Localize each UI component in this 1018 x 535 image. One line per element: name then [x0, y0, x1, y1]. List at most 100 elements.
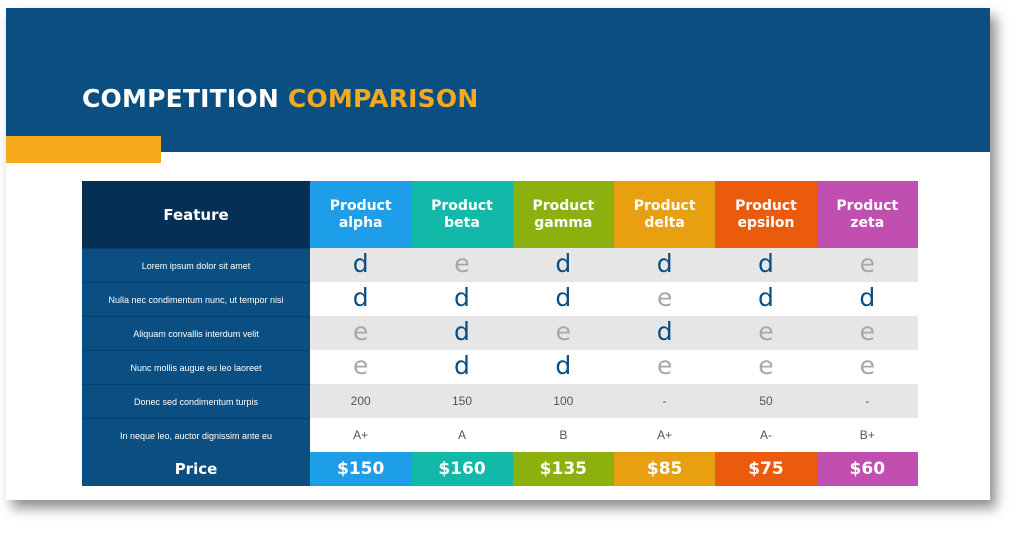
feature-mark: e: [859, 316, 875, 346]
table-cell: d: [512, 350, 614, 384]
table-cell: e: [816, 316, 918, 350]
feature-mark: d: [352, 282, 369, 312]
table-cell: d: [512, 248, 614, 282]
table-row: Donec sed condimentum turpis 200 150 100…: [82, 384, 918, 418]
cell-value: 150: [451, 394, 472, 408]
product-header-line2: delta: [644, 214, 685, 231]
price-cell: $60: [816, 452, 918, 486]
table-cell: e: [715, 350, 817, 384]
product-header-delta: Product delta: [613, 181, 716, 248]
feature-label: In neque leo, auctor dignissim ante eu: [82, 418, 310, 452]
table-cell: e: [411, 248, 513, 282]
table-row: Lorem ipsum dolor sit amet d e d d d e: [82, 248, 918, 282]
table-cell: d: [411, 350, 513, 384]
feature-mark: e: [352, 316, 369, 346]
cell-value: B+: [859, 428, 875, 442]
feature-mark: d: [859, 282, 876, 312]
slide-title: COMPETITION COMPARISON: [82, 84, 478, 113]
feature-label: Aliquam convallis interdum velit: [82, 316, 310, 350]
table-cell: d: [715, 248, 817, 282]
table-cell: d: [310, 282, 412, 316]
feature-label: Lorem ipsum dolor sit amet: [82, 248, 310, 282]
feature-header: Feature: [82, 181, 310, 248]
price-cell: $150: [310, 452, 412, 486]
table-cell: A+: [310, 418, 412, 452]
table-cell: 100: [512, 384, 614, 418]
price-cell: $85: [613, 452, 716, 486]
cell-value: A+: [657, 428, 673, 442]
product-header-line2: zeta: [850, 214, 885, 231]
table-cell: B: [512, 418, 614, 452]
product-header-beta: Product beta: [411, 181, 513, 248]
feature-mark: d: [758, 248, 774, 278]
product-header-zeta: Product zeta: [816, 181, 918, 248]
table-cell: d: [613, 316, 716, 350]
feature-mark: e: [555, 316, 572, 346]
feature-mark: d: [454, 282, 470, 312]
table-cell: e: [816, 248, 918, 282]
table-cell: 50: [715, 384, 817, 418]
product-header-line2: epsilon: [737, 214, 795, 231]
feature-label: Nunc mollis augue eu leo laoreet: [82, 350, 310, 384]
feature-label: Donec sed condimentum turpis: [82, 384, 310, 418]
feature-mark: e: [454, 248, 470, 278]
price-cell: $75: [715, 452, 817, 486]
product-header-line1: Product: [329, 197, 392, 214]
table-cell: -: [613, 384, 716, 418]
product-header-line2: alpha: [338, 214, 383, 231]
title-part-1: COMPETITION: [82, 84, 279, 113]
table-cell: 200: [310, 384, 412, 418]
table-cell: 150: [411, 384, 513, 418]
product-header-line1: Product: [633, 197, 696, 214]
feature-mark: e: [656, 350, 673, 380]
comparison-table: Feature Product alpha Product beta Produ…: [82, 181, 918, 486]
table-cell: e: [310, 350, 412, 384]
cell-value: A+: [353, 428, 369, 442]
table-cell: d: [512, 282, 614, 316]
product-header-line2: beta: [444, 214, 480, 231]
table-cell: d: [411, 282, 513, 316]
feature-mark: d: [454, 316, 470, 346]
table-cell: d: [715, 282, 817, 316]
feature-mark: d: [555, 350, 572, 380]
table-cell: d: [411, 316, 513, 350]
feature-mark: d: [555, 248, 572, 278]
table-cell: A+: [613, 418, 716, 452]
cell-value: A-: [759, 428, 772, 442]
feature-mark: e: [859, 350, 875, 380]
feature-label: Nulla nec condimentum nunc, ut tempor ni…: [82, 282, 310, 316]
table-row: In neque leo, auctor dignissim ante eu A…: [82, 418, 918, 452]
table-cell: A: [411, 418, 513, 452]
product-header-line1: Product: [431, 197, 493, 214]
cell-value: 200: [350, 394, 371, 408]
table-row: Aliquam convallis interdum velit e d e d…: [82, 316, 918, 350]
table-cell: e: [512, 316, 614, 350]
table-cell: e: [613, 350, 716, 384]
table-cell: e: [816, 350, 918, 384]
cell-value: -: [865, 394, 870, 408]
cell-value: A: [457, 428, 466, 442]
accent-bar: [6, 136, 161, 163]
table-row: Nulla nec condimentum nunc, ut tempor ni…: [82, 282, 918, 316]
feature-mark: e: [758, 350, 774, 380]
table-cell: e: [310, 316, 412, 350]
table-cell: B+: [816, 418, 918, 452]
cell-value: -: [662, 394, 667, 408]
product-header-gamma: Product gamma: [512, 181, 614, 248]
table-cell: e: [715, 316, 817, 350]
feature-mark: e: [656, 282, 673, 312]
price-row: Price $150 $160 $135 $85 $75 $60: [82, 452, 918, 486]
table-cell: e: [613, 282, 716, 316]
title-part-2: COMPARISON: [287, 84, 479, 113]
price-cell: $160: [411, 452, 513, 486]
product-header-line2: gamma: [534, 214, 593, 231]
feature-mark: e: [352, 350, 369, 380]
feature-mark: d: [555, 282, 572, 312]
table-cell: d: [816, 282, 918, 316]
feature-mark: d: [656, 248, 673, 278]
slide: COMPETITION COMPARISON Feature Product a…: [6, 8, 990, 500]
table-row: Nunc mollis augue eu leo laoreet e d d e…: [82, 350, 918, 384]
price-cell: $135: [512, 452, 614, 486]
table-cell: d: [613, 248, 716, 282]
cell-value: 50: [759, 394, 773, 408]
